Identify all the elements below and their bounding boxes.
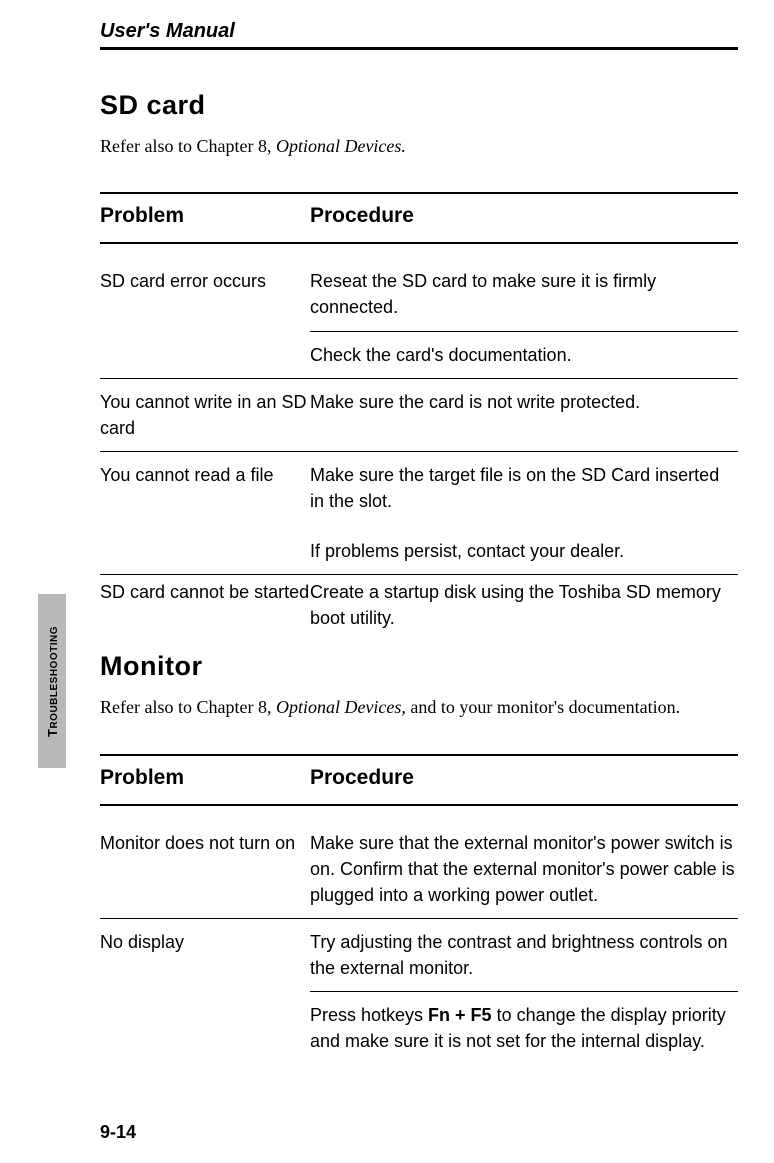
procedure-cell: Try adjusting the contrast and brightnes… xyxy=(310,929,738,981)
intro-text: Refer also to Chapter 8, xyxy=(100,697,276,717)
procedure-cell: If problems persist, contact your dealer… xyxy=(310,538,738,564)
procedure-cell: Check the card's documentation. xyxy=(310,342,738,368)
section-title-monitor: Monitor xyxy=(100,651,738,682)
procedure-cell: Create a startup disk using the Toshiba … xyxy=(310,579,738,631)
table-row: Monitor does not turn on Make sure that … xyxy=(100,820,738,918)
column-header-procedure: Procedure xyxy=(310,766,738,790)
problem-cell: SD card cannot be started xyxy=(100,579,310,631)
table-row: Check the card's documentation. xyxy=(100,332,738,378)
page-header-title: User's Manual xyxy=(100,20,738,43)
section-intro: Refer also to Chapter 8, Optional Device… xyxy=(100,135,738,158)
intro-tail: and to your monitor's documentation. xyxy=(406,697,680,717)
table-header-row: Problem Procedure xyxy=(100,194,738,242)
table-row: SD card error occurs Reseat the SD card … xyxy=(100,258,738,330)
procedure-cell: Press hotkeys Fn + F5 to change the disp… xyxy=(310,1002,738,1054)
intro-italic: Optional Devices. xyxy=(276,136,406,156)
header-rule xyxy=(100,47,738,50)
side-tab-label: TROUBLESHOOTING xyxy=(45,625,60,736)
intro-text: Refer also to Chapter 8, xyxy=(100,136,276,156)
procedure-cell: Make sure that the external monitor's po… xyxy=(310,830,738,908)
side-tab: TROUBLESHOOTING xyxy=(38,594,66,768)
column-header-problem: Problem xyxy=(100,204,310,228)
table-row: SD card cannot be started Create a start… xyxy=(100,575,738,651)
table-row: You cannot write in an SD card Make sure… xyxy=(100,379,738,451)
problem-cell: You cannot write in an SD card xyxy=(100,389,310,441)
column-header-problem: Problem xyxy=(100,766,310,790)
table-row: No display Try adjusting the contrast an… xyxy=(100,919,738,991)
table-row: Press hotkeys Fn + F5 to change the disp… xyxy=(100,992,738,1064)
page-number: 9-14 xyxy=(100,1122,136,1143)
table-row: You cannot read a file Make sure the tar… xyxy=(100,452,738,524)
table-row: If problems persist, contact your dealer… xyxy=(100,538,738,574)
section-intro: Refer also to Chapter 8, Optional Device… xyxy=(100,696,738,719)
column-header-procedure: Procedure xyxy=(310,204,738,228)
intro-italic: Optional Devices, xyxy=(276,697,406,717)
problem-cell: No display xyxy=(100,929,310,981)
table-header-row: Problem Procedure xyxy=(100,756,738,804)
problem-cell: You cannot read a file xyxy=(100,462,310,514)
section-title-sd-card: SD card xyxy=(100,90,738,121)
procedure-cell: Make sure the card is not write protecte… xyxy=(310,389,738,441)
procedure-cell: Reseat the SD card to make sure it is fi… xyxy=(310,268,738,320)
procedure-cell: Make sure the target file is on the SD C… xyxy=(310,462,738,514)
problem-cell: Monitor does not turn on xyxy=(100,830,310,908)
problem-cell: SD card error occurs xyxy=(100,268,310,320)
